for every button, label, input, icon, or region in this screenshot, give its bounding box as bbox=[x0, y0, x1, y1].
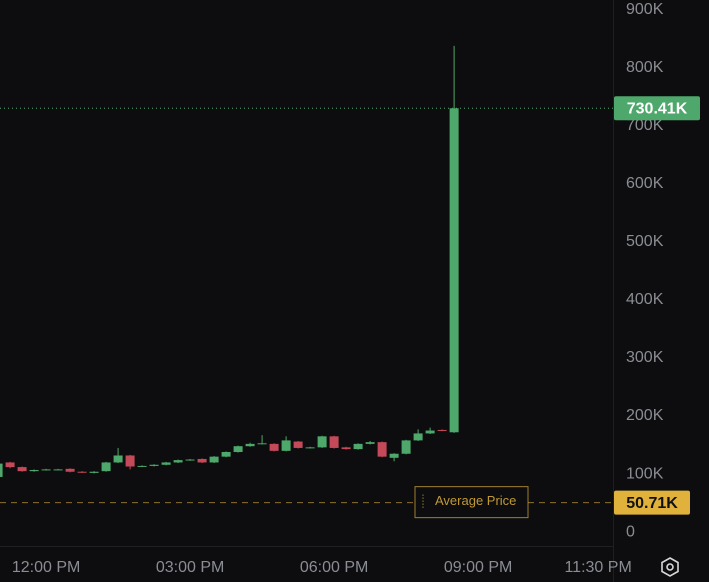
candle-body bbox=[281, 440, 291, 451]
candle-body bbox=[269, 443, 279, 451]
average-price-name: Average Price bbox=[435, 493, 516, 508]
candle-body bbox=[113, 455, 123, 463]
x-tick-label: 12:00 PM bbox=[12, 559, 80, 576]
y-tick-label: 700K bbox=[626, 117, 664, 134]
candle-body bbox=[377, 442, 387, 457]
x-tick-label: 03:00 PM bbox=[156, 559, 224, 576]
candle-body bbox=[317, 436, 327, 448]
candle-body bbox=[233, 446, 243, 453]
candle-body bbox=[173, 460, 183, 463]
candle-body bbox=[197, 458, 207, 463]
y-tick-label: 400K bbox=[626, 291, 664, 308]
candle-body bbox=[425, 430, 435, 434]
average-price-badge bbox=[614, 490, 690, 515]
candle-body bbox=[185, 459, 195, 461]
candle-body bbox=[41, 469, 51, 471]
candle-body bbox=[5, 462, 15, 468]
settings-icon[interactable] bbox=[661, 557, 679, 577]
candle-body bbox=[437, 429, 447, 431]
last-price-badge bbox=[614, 96, 700, 121]
candle-body bbox=[101, 462, 111, 472]
x-tick-label: 06:00 PM bbox=[300, 559, 368, 576]
candle-body bbox=[77, 471, 87, 473]
candle-body bbox=[0, 463, 3, 477]
candle-body bbox=[257, 443, 267, 445]
candle-body bbox=[161, 462, 171, 465]
candle-body bbox=[209, 456, 219, 463]
candle-body bbox=[245, 443, 255, 447]
candle-body bbox=[17, 467, 27, 472]
candle-body bbox=[293, 441, 303, 448]
last-price-label: 730.41K bbox=[627, 100, 688, 117]
x-tick-label: 09:00 PM bbox=[444, 559, 512, 576]
candle-body bbox=[353, 443, 363, 450]
candle-body bbox=[389, 453, 399, 458]
candle-body bbox=[53, 469, 63, 471]
y-tick-label: 100K bbox=[626, 465, 664, 482]
candle-body bbox=[413, 433, 423, 441]
candle-body bbox=[221, 452, 231, 457]
candle-body bbox=[89, 471, 99, 473]
y-tick-label: 200K bbox=[626, 407, 664, 424]
candle-body bbox=[29, 469, 39, 472]
x-tick-label: 11:30 PM bbox=[564, 559, 631, 576]
candle-body bbox=[365, 442, 375, 444]
average-price-label: 50.71K bbox=[626, 495, 678, 512]
y-tick-label: 600K bbox=[626, 175, 664, 192]
candle-body bbox=[125, 455, 135, 467]
candle-body bbox=[149, 464, 159, 466]
candle-body bbox=[65, 468, 75, 472]
y-tick-label: 500K bbox=[626, 233, 664, 250]
y-tick-label: 300K bbox=[626, 349, 664, 366]
candle-body bbox=[329, 436, 339, 448]
average-price-box bbox=[414, 486, 529, 519]
candle-body bbox=[137, 465, 147, 467]
y-tick-label: 0 bbox=[626, 523, 635, 540]
candle-body bbox=[341, 447, 351, 450]
y-tick-label: 900K bbox=[626, 1, 664, 18]
candle-body bbox=[449, 108, 459, 433]
candle-body bbox=[401, 440, 411, 454]
candle-body bbox=[305, 447, 315, 449]
y-tick-label: 800K bbox=[626, 59, 664, 76]
